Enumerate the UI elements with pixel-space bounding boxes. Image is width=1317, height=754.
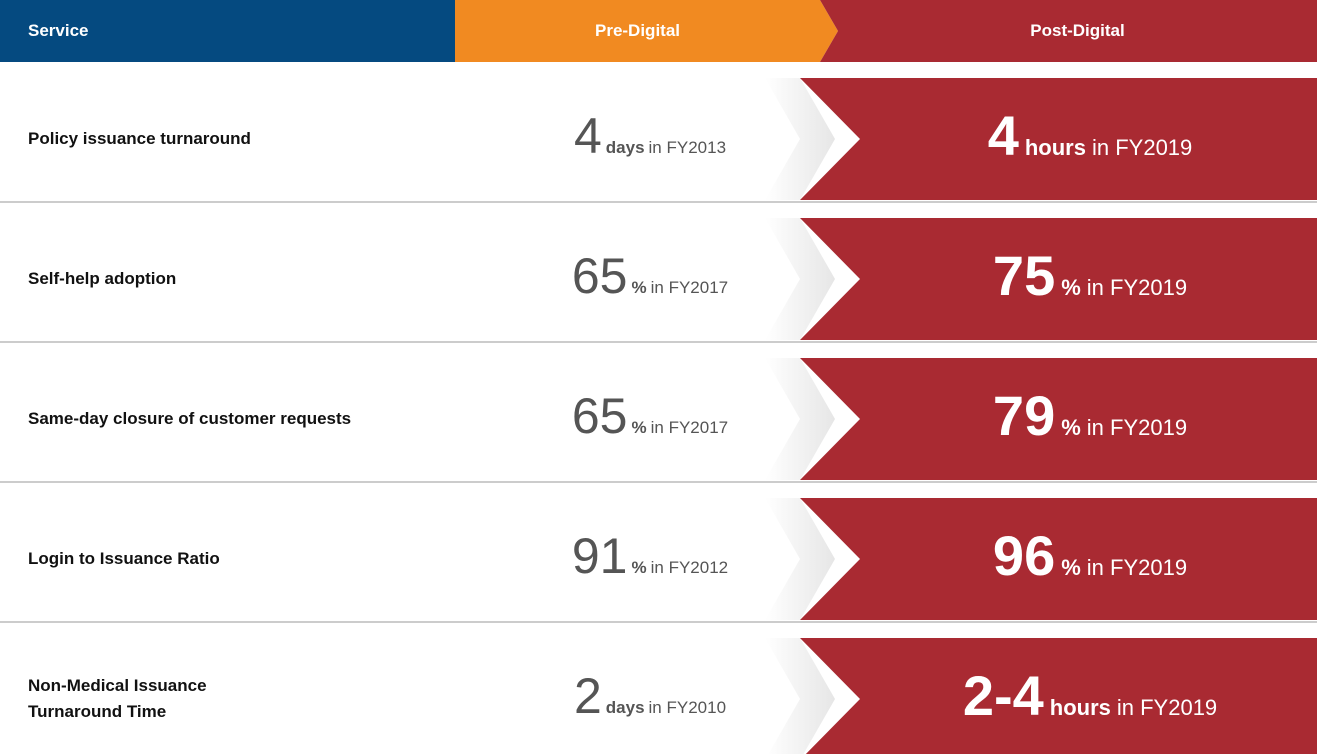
post-number: 4: [987, 104, 1019, 167]
service-name: Login to Issuance Ratio: [28, 549, 220, 568]
post-unit: %: [1061, 415, 1081, 440]
post-period: in FY2019: [1086, 415, 1188, 440]
service-name: Same-day closure of customer requests: [28, 409, 352, 428]
post-number: 75: [992, 244, 1056, 307]
pre-value: 4 days in FY2013: [500, 107, 800, 165]
pre-value: 65% in FY2017: [500, 387, 800, 445]
post-number: 2-4: [962, 664, 1044, 727]
header-pre: Pre-Digital: [594, 21, 681, 40]
chevron: [765, 498, 835, 620]
chevron: [765, 218, 835, 340]
pre-period: in FY2010: [648, 698, 727, 717]
post-period: in FY2019: [1086, 275, 1188, 300]
post-number: 79: [992, 384, 1056, 447]
pre-unit: %: [631, 558, 647, 577]
post-unit: hours: [1049, 695, 1111, 720]
post-bg: [800, 498, 1317, 620]
post-unit: %: [1061, 555, 1081, 580]
post-period: in FY2019: [1091, 135, 1193, 160]
post-unit: %: [1061, 275, 1081, 300]
pre-number: 65: [571, 388, 628, 444]
post-value: 2-4 hours in FY2019: [880, 663, 1300, 728]
chevron: [765, 78, 835, 200]
chevron: [765, 638, 835, 754]
post-bg: [800, 638, 1317, 754]
pre-period: in FY2017: [650, 418, 729, 437]
post-bg: [800, 358, 1317, 480]
pre-number: 2: [573, 668, 602, 724]
post-value: 75% in FY2019: [880, 243, 1300, 308]
post-period: in FY2019: [1116, 695, 1218, 720]
pre-value: 91% in FY2012: [500, 527, 800, 585]
post-number: 96: [992, 524, 1056, 587]
pre-period: in FY2017: [650, 278, 729, 297]
post-value: 96% in FY2019: [880, 523, 1300, 588]
header-post: Post-Digital: [1030, 21, 1125, 40]
pre-value: 65% in FY2017: [500, 247, 800, 305]
post-bg: [800, 218, 1317, 340]
post-period: in FY2019: [1086, 555, 1188, 580]
pre-number: 4: [573, 108, 602, 164]
header-post-bg: [820, 0, 1317, 62]
pre-unit: %: [631, 278, 647, 297]
pre-period: in FY2012: [650, 558, 729, 577]
post-unit: hours: [1024, 135, 1086, 160]
pre-period: in FY2013: [648, 138, 727, 157]
service-name: Non-Medical Issuance Turnaround Time: [28, 676, 207, 721]
service-name: Self-help adoption: [28, 269, 177, 288]
pre-unit: days: [605, 698, 645, 717]
pre-number: 65: [571, 248, 628, 304]
service-name: Policy issuance turnaround: [28, 129, 251, 148]
post-value: 4 hours in FY2019: [880, 103, 1300, 168]
header-service: Service: [28, 21, 89, 40]
chevron: [765, 358, 835, 480]
header-pre-bg: [455, 0, 838, 62]
post-value: 79% in FY2019: [880, 383, 1300, 448]
pre-unit: %: [631, 418, 647, 437]
pre-number: 91: [571, 528, 628, 584]
post-bg: [800, 78, 1317, 200]
pre-unit: days: [605, 138, 645, 157]
pre-value: 2 days in FY2010: [500, 667, 800, 725]
header-service-bg: [0, 0, 460, 62]
